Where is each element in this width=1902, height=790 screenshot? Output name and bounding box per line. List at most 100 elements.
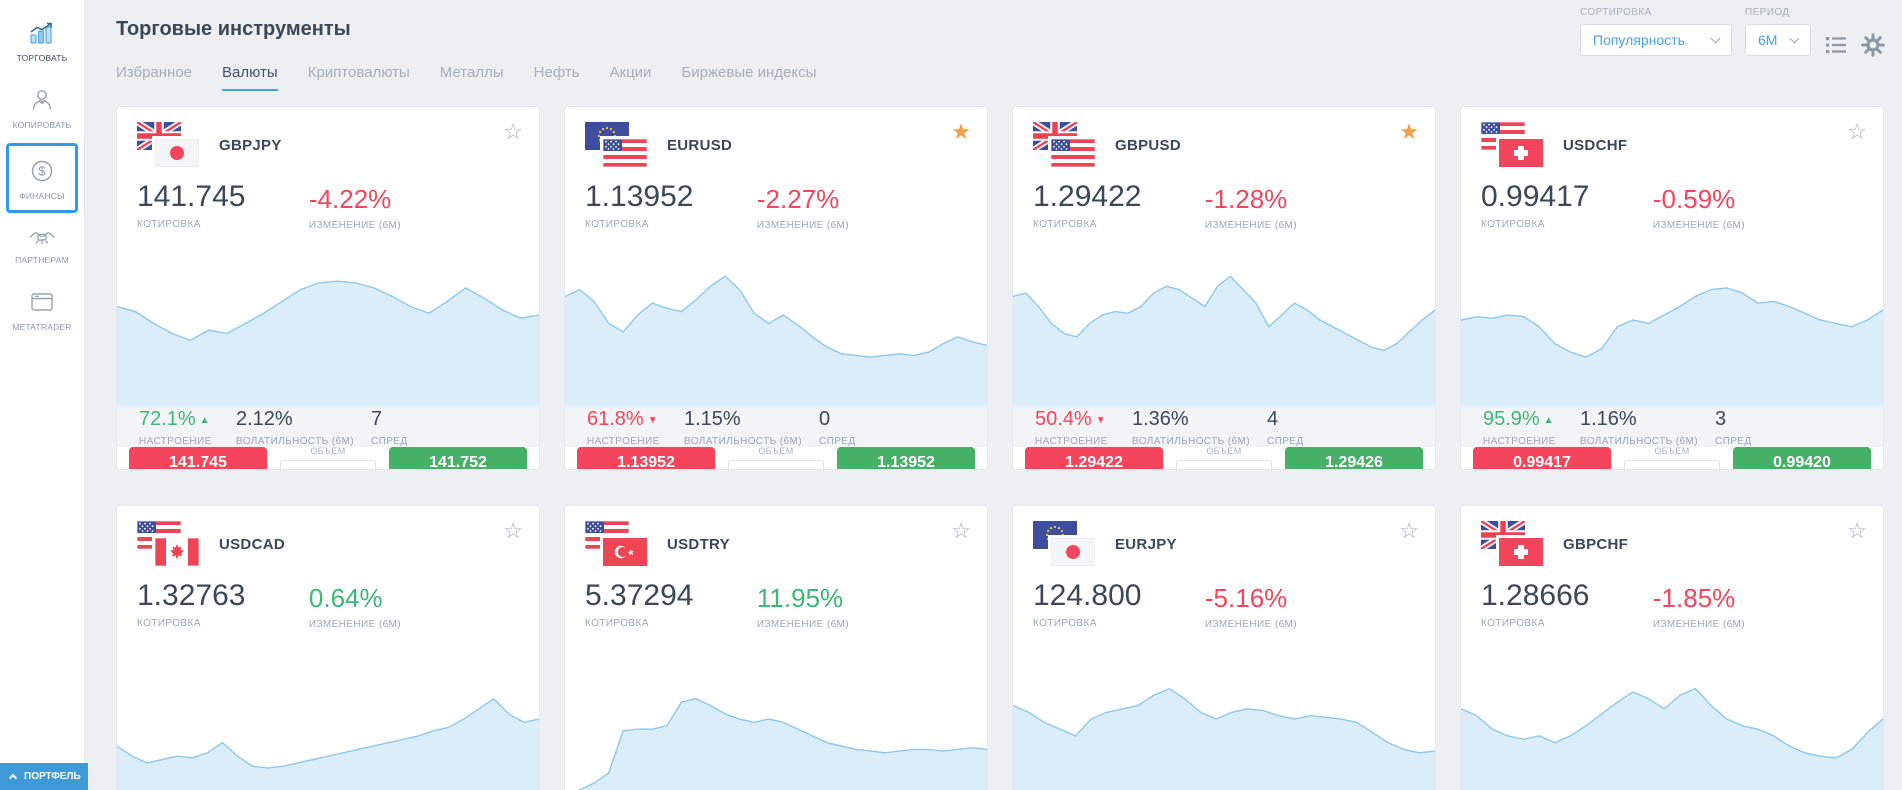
sort-value: Популярность <box>1593 32 1685 48</box>
quote-currency-flag-icon <box>1051 538 1095 566</box>
quote-currency-flag-icon <box>155 538 199 566</box>
sort-control: СОРТИРОВКА Популярность <box>1580 7 1732 56</box>
currency-pair-flags <box>1033 521 1097 569</box>
buy-button[interactable]: 1.29426 КУПИТЬ <box>1285 446 1423 469</box>
price-sparkline-chart <box>1461 239 1883 408</box>
tab-акции[interactable]: Акции <box>609 64 652 81</box>
buy-button[interactable]: 141.752 КУПИТЬ <box>389 446 527 469</box>
volatility-label: ВОЛАТИЛЬНОСТЬ (6М) <box>684 435 802 447</box>
list-view-icon[interactable] <box>1824 33 1848 57</box>
change-value: -0.59% <box>1652 184 1736 214</box>
change-label: ИЗМЕНЕНИЕ (6М) <box>756 220 850 231</box>
instrument-card: USDCAD ☆ 1.32763 КОТИРОВКА 0.64% ИЗМЕНЕН… <box>116 505 540 790</box>
settings-gear-icon[interactable] <box>1861 33 1885 57</box>
sidebar-item-partners[interactable]: ПАРТНЕРАМ <box>15 226 69 265</box>
tab-металлы[interactable]: Металлы <box>439 64 504 81</box>
quote-block: 1.13952 КОТИРОВКА <box>585 180 757 231</box>
sidebar-item-trade[interactable]: ТОРГОВАТЬ <box>17 22 68 63</box>
header-controls: СОРТИРОВКА Популярность ПЕРИОД 6M <box>1580 7 1885 57</box>
volatility-stat: 2.12% ВОЛАТИЛЬНОСТЬ (6М) <box>236 408 371 447</box>
instrument-symbol: GBPCHF <box>1563 536 1629 553</box>
change-block: -1.85% ИЗМЕНЕНИЕ (6М) <box>1653 579 1825 630</box>
sentiment-stat: 72.1% ▲ НАСТРОЕНИЕ <box>139 408 236 447</box>
favorite-star-icon[interactable]: ☆ <box>1847 518 1867 543</box>
buy-button[interactable]: 1.13952 КУПИТЬ <box>837 446 975 469</box>
tab-нефть[interactable]: Нефть <box>533 64 580 81</box>
tab-криптовалюты[interactable]: Криптовалюты <box>307 64 410 81</box>
quote-currency-flag-icon <box>1499 139 1543 167</box>
quote-block: 1.28666 КОТИРОВКА <box>1481 579 1653 630</box>
portfolio-toggle[interactable]: ПОРТФЕЛЬ <box>0 763 88 790</box>
favorite-star-icon[interactable]: ☆ <box>1399 518 1419 543</box>
sidebar-item-metatrader[interactable]: METATRADER <box>12 289 71 332</box>
change-block: -0.59% ИЗМЕНЕНИЕ (6М) <box>1653 180 1825 231</box>
favorite-star-icon[interactable]: ☆ <box>951 518 971 543</box>
instrument-symbol: EURJPY <box>1115 536 1177 553</box>
sentiment-value: 50.4% ▼ <box>1035 407 1106 430</box>
card-header: USDCHF ☆ <box>1461 107 1883 170</box>
sentiment-label: НАСТРОЕНИЕ <box>1483 435 1556 447</box>
sort-dropdown[interactable]: Популярность <box>1580 24 1732 56</box>
card-header: EURUSD ★ <box>565 107 987 170</box>
sentiment-stat: 61.8% ▼ НАСТРОЕНИЕ <box>587 408 684 447</box>
volume-input[interactable] <box>1176 459 1272 469</box>
tab-избранное[interactable]: Избранное <box>116 64 193 81</box>
period-dropdown[interactable]: 6M <box>1745 24 1811 56</box>
tab-биржевые-индексы[interactable]: Биржевые индексы <box>681 64 817 81</box>
price-sparkline-chart <box>1013 638 1435 790</box>
trade-chart-icon <box>28 22 55 46</box>
spread-label: СПРЕД <box>1715 435 1752 447</box>
price-sparkline-chart <box>565 638 987 790</box>
quote-currency-flag-icon <box>603 538 647 566</box>
spread-stat: 3 СПРЕД <box>1715 408 1883 447</box>
sidebar-item-label: METATRADER <box>12 322 72 332</box>
buy-button[interactable]: 0.99420 КУПИТЬ <box>1733 446 1871 469</box>
sell-button[interactable]: 1.29422 ПРОДАТЬ <box>1025 446 1163 470</box>
instrument-card: GBPCHF ☆ 1.28666 КОТИРОВКА -1.85% ИЗМЕНЕ… <box>1460 505 1884 790</box>
volume-control: ОБЪЕМ <box>728 446 824 469</box>
sell-price: 1.29422 <box>1065 454 1123 470</box>
sell-button[interactable]: 1.13952 ПРОДАТЬ <box>577 446 715 469</box>
trade-actions: 1.29422 ПРОДАТЬ ОБЪЕМ 1.29426 КУПИТЬ <box>1013 446 1435 470</box>
currency-pair-flags <box>1033 122 1097 170</box>
spread-value: 7 <box>371 407 383 430</box>
volatility-label: ВОЛАТИЛЬНОСТЬ (6М) <box>1580 435 1698 447</box>
period-value: 6M <box>1758 32 1778 48</box>
favorite-star-icon[interactable]: ★ <box>1399 119 1419 144</box>
change-value: 0.64% <box>308 583 383 613</box>
favorite-star-icon[interactable]: ☆ <box>1847 119 1867 144</box>
volume-input[interactable] <box>728 459 824 469</box>
sentiment-label: НАСТРОЕНИЕ <box>1035 435 1108 447</box>
volume-input[interactable] <box>280 459 376 469</box>
sell-button[interactable]: 141.745 ПРОДАТЬ <box>129 446 267 469</box>
metatrader-window-icon <box>29 289 55 315</box>
sidebar-item-copy[interactable]: КОПИРОВАТЬ <box>13 87 72 130</box>
quote-currency-flag-icon <box>1051 139 1095 167</box>
instrument-symbol: EURUSD <box>667 137 733 154</box>
sentiment-arrow-icon: ▲ <box>199 414 210 426</box>
quote-row: 1.32763 КОТИРОВКА 0.64% ИЗМЕНЕНИЕ (6М) <box>117 579 539 630</box>
volatility-stat: 1.36% ВОЛАТИЛЬНОСТЬ (6М) <box>1132 408 1267 447</box>
favorite-star-icon[interactable]: ☆ <box>503 518 523 543</box>
tab-валюты[interactable]: Валюты <box>222 64 278 91</box>
volume-control: ОБЪЕМ <box>280 446 376 469</box>
sidebar-item-finance[interactable]: $ ФИНАНСЫ <box>6 143 78 213</box>
card-header: GBPUSD ★ <box>1013 107 1435 170</box>
spread-stat: 7 СПРЕД <box>371 408 539 447</box>
sell-button[interactable]: 0.99417 ПРОДАТЬ <box>1473 446 1611 469</box>
change-label: ИЗМЕНЕНИЕ (6М) <box>308 220 402 231</box>
volume-input[interactable] <box>1624 459 1720 469</box>
quote-row: 5.37294 КОТИРОВКА 11.95% ИЗМЕНЕНИЕ (6М) <box>565 579 987 630</box>
card-header: USDCAD ☆ <box>117 506 539 569</box>
spread-label: СПРЕД <box>819 435 856 447</box>
quote-label: КОТИРОВКА <box>585 219 649 230</box>
portfolio-label: ПОРТФЕЛЬ <box>24 771 81 782</box>
quote-currency-flag-icon <box>1499 538 1543 566</box>
favorite-star-icon[interactable]: ☆ <box>503 119 523 144</box>
currency-pair-flags <box>585 521 649 569</box>
svg-text:$: $ <box>38 164 46 179</box>
favorite-star-icon[interactable]: ★ <box>951 119 971 144</box>
chevron-up-icon <box>8 773 18 783</box>
quote-row: 1.28666 КОТИРОВКА -1.85% ИЗМЕНЕНИЕ (6М) <box>1461 579 1883 630</box>
instrument-symbol: USDTRY <box>667 536 730 553</box>
